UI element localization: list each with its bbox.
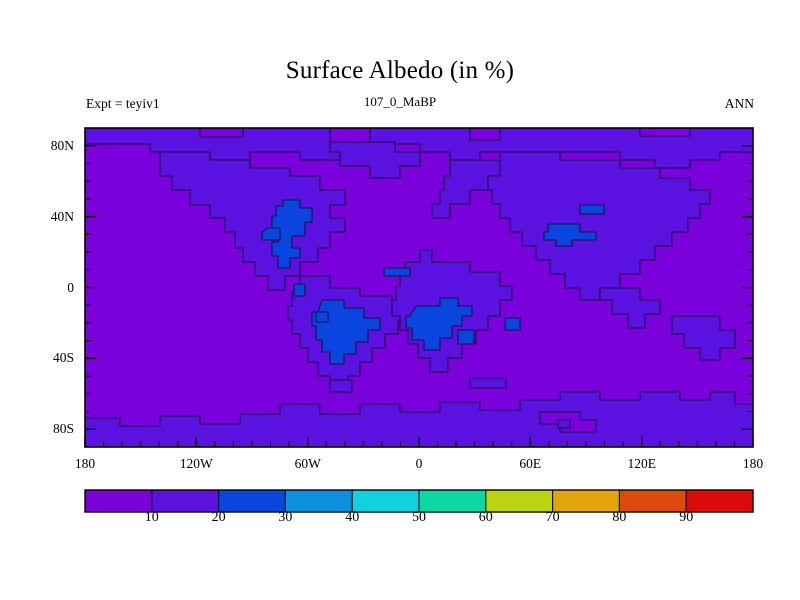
colorbar-band-5[interactable] — [419, 490, 486, 512]
contour-20-30-africa-se — [457, 329, 475, 345]
y-tick-label-40s: 40S — [52, 350, 74, 366]
colorbar-band-9[interactable] — [686, 490, 753, 512]
x-axis-minor-ticks — [103, 441, 735, 447]
contour-20-30-asia-streak — [579, 204, 605, 215]
contour-20-30-north-america-south — [293, 283, 306, 297]
contour-20-30-north-america — [271, 199, 313, 269]
colorbar-dividers — [151, 490, 687, 512]
y-tick-label-0: 0 — [67, 279, 74, 295]
y-axis-minor-ticks — [85, 162, 753, 412]
contour-10-20-greenland — [329, 141, 421, 179]
colorbar-label-70: 70 — [545, 510, 560, 525]
y-axis-major-ticks — [85, 144, 753, 430]
contour-20-30-atlantic-streak — [383, 267, 411, 277]
colorbar-band-4[interactable] — [352, 490, 419, 512]
contour-10-20-antarctica — [85, 391, 753, 447]
colorbar-label-20: 20 — [211, 510, 226, 525]
colorbar-band-0[interactable] — [85, 490, 152, 512]
colorbar-band-7[interactable] — [552, 490, 620, 512]
colorbar-label-10: 10 — [144, 510, 159, 525]
contour-10-20-australia — [671, 315, 736, 361]
contour-10-20-europe — [431, 159, 501, 219]
x-tick-label-120e: 120E — [627, 456, 656, 471]
contour-20-30-south-america-nw — [315, 311, 329, 323]
contour-10-20-south-asia — [599, 287, 661, 329]
x-tick-label-180e: 180 — [742, 456, 764, 471]
y-tick-label-80s: 80S — [52, 421, 74, 437]
x-tick-label-120w: 120W — [179, 456, 213, 471]
contour-20-30-south-america — [311, 299, 381, 365]
colorbar-label-80: 80 — [612, 510, 627, 525]
colorbar-label-90: 90 — [679, 510, 694, 525]
colorbar-label-60: 60 — [478, 510, 493, 525]
contour-20-30-africa — [405, 297, 473, 351]
contour-20-30-central-asia — [543, 223, 597, 247]
season-annotation: ANN — [724, 96, 754, 111]
x-tick-label-60e: 60E — [519, 456, 542, 471]
colorbar-label-40: 40 — [345, 510, 360, 525]
colorbar — [84, 489, 754, 513]
colorbar-band-3[interactable] — [285, 490, 353, 512]
colorbar-band-8[interactable] — [619, 490, 687, 512]
colorbar-label-50: 50 — [412, 510, 426, 525]
contour-20-30-indian-patch — [504, 317, 521, 331]
chart-subtitle: 107_0_MaBP — [363, 94, 437, 109]
y-tick-label-80n: 80N — [50, 137, 74, 153]
experiment-annotation: Expt = teyiv1 — [86, 96, 160, 111]
x-axis-major-ticks — [84, 437, 754, 447]
colorbar-band-6[interactable] — [485, 490, 553, 512]
y-tick-label-40n: 40N — [50, 208, 74, 224]
colorbar-band-2[interactable] — [218, 490, 286, 512]
page-title: Surface Albedo (in %) — [285, 57, 515, 84]
x-tick-label-180w: 180 — [74, 456, 96, 471]
x-tick-label-0: 0 — [415, 456, 423, 471]
contour-20-30-north-america-west — [261, 227, 281, 241]
contour-10-20-island-indian — [469, 377, 507, 389]
colorbar-band-1[interactable] — [151, 490, 219, 512]
x-tick-label-60w: 60W — [294, 456, 321, 471]
contour-10-20-antarctic-dot — [557, 419, 571, 429]
contour-10-20-island-south-pacific — [329, 379, 353, 393]
colorbar-label-30: 30 — [278, 510, 293, 525]
